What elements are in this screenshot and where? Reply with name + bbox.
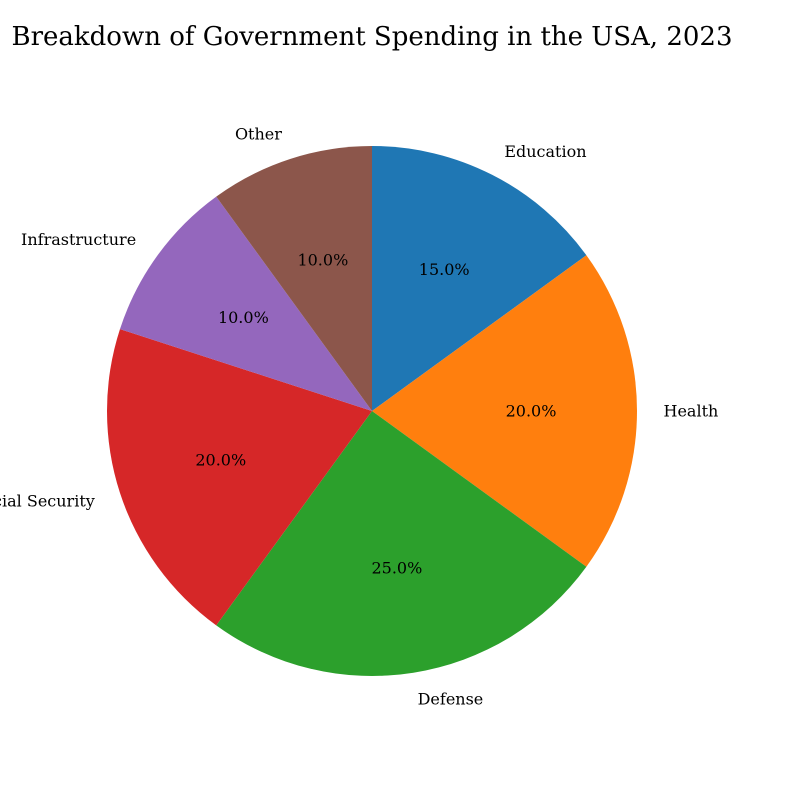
pie-slice-infrastructure (119, 196, 372, 411)
category-label-social-security: Social Security (0, 492, 95, 511)
pie-slice-other (216, 146, 372, 411)
pie-slice-defense (216, 411, 587, 676)
category-label-health: Health (664, 402, 719, 421)
percent-label-other: 10.0% (297, 250, 348, 269)
pie-slices (107, 146, 638, 676)
percent-label-defense: 25.0% (371, 559, 422, 578)
percent-label-health: 20.0% (506, 402, 557, 421)
pie-slice-health (372, 255, 638, 567)
category-label-infrastructure: Infrastructure (21, 230, 136, 249)
percent-label-social-security: 20.0% (195, 451, 246, 470)
pie-slice-social-security (107, 329, 372, 626)
chart-title: Breakdown of Government Spending in the … (11, 22, 732, 52)
category-label-other: Other (235, 124, 282, 143)
category-labels: Education Health Defense Social Security Inf… (0, 124, 718, 708)
percent-labels: 15.0% 20.0% 25.0% 20.0% 10.0% 10.0% (195, 250, 556, 577)
percent-label-infrastructure: 10.0% (218, 308, 269, 327)
pie-slice-education (372, 146, 587, 411)
percent-label-education: 15.0% (419, 260, 470, 279)
category-label-defense: Defense (418, 689, 484, 708)
category-label-education: Education (504, 142, 586, 161)
